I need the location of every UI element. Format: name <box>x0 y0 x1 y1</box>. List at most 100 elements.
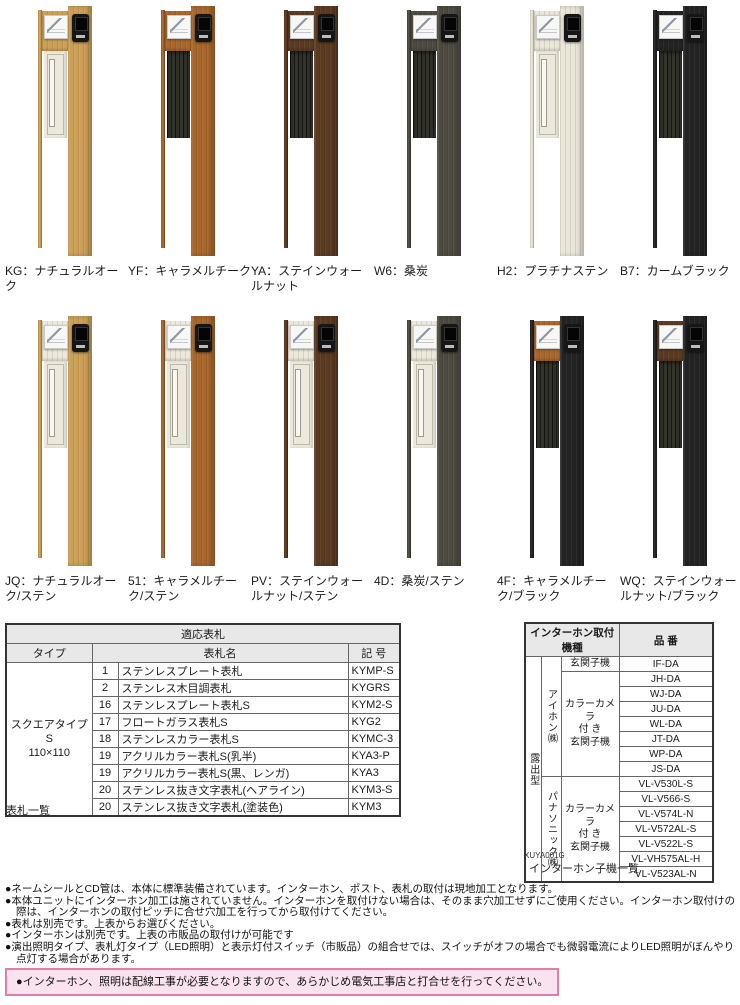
product-label: H2：プラチナステン <box>497 264 609 278</box>
cell-model: VL-V574L-N <box>618 806 714 822</box>
pillar-side-bar <box>407 10 411 248</box>
product-4F: 4F：キャラメルチーク/ブラック <box>497 314 620 603</box>
unit-kind-line: カラーカメラ <box>565 804 616 828</box>
nameplate-art <box>293 328 311 346</box>
product-row-2: JQ：ナチュラルオーク/ステン 51：キャラメルチーク/ステン PV：ステインウォー… <box>5 314 739 603</box>
product-label: 4F：キャラメルチーク/ブラック <box>497 574 607 603</box>
interphone-screen <box>321 17 334 31</box>
product-WQ: WQ：ステインウォールナット/ブラック <box>620 314 740 603</box>
post-door <box>536 361 559 448</box>
cell-no: 17 <box>91 713 119 731</box>
col-header-code: 記 号 <box>347 643 401 663</box>
cell-unit-kind: 玄関子機 <box>560 656 620 672</box>
pillar-side-bar <box>161 320 165 558</box>
product-photo <box>653 4 707 256</box>
product-photo <box>653 314 707 566</box>
cell-name: ステンレス抜き文字表札(塗装色) <box>117 798 349 817</box>
cell-no: 20 <box>91 781 119 799</box>
warning-text: ●インターホン、照明は配線工事が必要となりますので、あらかじめ電気工事店と打合せ… <box>16 976 549 988</box>
interphone-screen <box>198 17 211 31</box>
interphone-button <box>691 345 700 348</box>
interphone-icon <box>72 324 89 352</box>
nameplate <box>659 15 683 39</box>
product-W6: W6：桑炭 <box>374 4 497 293</box>
note-item: ●インターホンは別売です。上表の市販品の取付けが可能です <box>5 929 294 942</box>
product-photo <box>38 314 92 566</box>
cell-name: ステンレス抜き文字表札(ヘアライン) <box>117 781 349 799</box>
interphone-button <box>199 345 208 348</box>
product-label: YF：キャラメルチーク <box>128 264 251 278</box>
door-handle <box>418 369 424 437</box>
cell-no: 20 <box>91 798 119 817</box>
interphone-icon <box>318 14 335 42</box>
table-header-row: タイプ 表札名記 号 <box>5 643 401 663</box>
cell-code: KYA3-P <box>347 747 401 765</box>
cell-model: WJ-DA <box>618 686 714 702</box>
product-H2: H2：プラチナステン <box>497 4 620 293</box>
cell-code: KYMC-3 <box>347 730 401 748</box>
product-label: 4D：桑炭/ステン <box>374 574 465 588</box>
interphone-button <box>445 345 454 348</box>
table-row: 露出型 アイホン㈱ 玄関子機 IF-DA <box>524 656 714 883</box>
pillar-main <box>314 6 338 256</box>
product-photo <box>161 4 215 256</box>
table-row: スクエアタイプS 110×110 1 ステンレスプレート表札 KYMP-S <box>5 662 401 817</box>
post-door <box>167 51 190 138</box>
product-label: W6：桑炭 <box>374 264 429 278</box>
cell-name: ステンレス木目調表札 <box>117 679 349 697</box>
product-row-1: KG：ナチュラルオーク YF：キャラメルチーク YA：ステインウォールナット W6：桑… <box>5 4 739 293</box>
cell-model: VL-V523AL-N <box>618 866 714 883</box>
product-label: KG：ナチュラルオーク <box>5 264 119 293</box>
product-YF: YF：キャラメルチーク <box>128 4 251 293</box>
interphone-button <box>568 345 577 348</box>
notes-list: ●ネームシールとCD管は、本体に標準装備されています。インターホン、ポスト、表札… <box>5 883 738 965</box>
post-door <box>44 51 67 138</box>
nameplate-art <box>47 18 65 36</box>
cell-name: アクリルカラー表札S(黒、レンガ) <box>117 764 349 782</box>
col-header-type: タイプ <box>5 643 93 663</box>
post-door <box>413 361 436 448</box>
interphone-icon <box>687 14 704 42</box>
pillar-side-bar <box>530 320 534 558</box>
nameplate-art <box>662 328 680 346</box>
product-label: WQ：ステインウォールナット/ブラック <box>620 574 737 603</box>
interphone-screen <box>198 327 211 341</box>
nameplate-art <box>170 18 188 36</box>
pillar-side-bar <box>653 10 657 248</box>
pillar-side-bar <box>284 320 288 558</box>
interphone-screen <box>444 17 457 31</box>
interphone-button <box>322 35 331 38</box>
cell-no: 19 <box>91 747 119 765</box>
cell-model: VL-V530L-S <box>618 776 714 792</box>
product-PV: PV：ステインウォールナット/ステン <box>251 314 374 603</box>
table-row: VL-VH575AL-H <box>525 851 714 867</box>
cell-no: 16 <box>91 696 119 714</box>
product-photo <box>530 314 584 566</box>
nameplate <box>44 15 68 39</box>
table-row: パナソニック㈱ カラーカメラ付 き玄関子機 VL-V530L-S <box>525 776 714 883</box>
cell-model: VL-VH575AL-H <box>618 851 714 867</box>
pillar-main <box>437 6 461 256</box>
nameplate <box>413 15 437 39</box>
nameplate-art <box>416 18 434 36</box>
cell-code: KYMP-S <box>347 662 401 680</box>
unit-kind-line: カラーカメラ <box>565 699 616 723</box>
nameplate <box>413 325 437 349</box>
pillar-side-bar <box>38 10 42 248</box>
nameplate-table-caption: 表札一覧 <box>6 805 50 817</box>
interphone-button <box>199 35 208 38</box>
table-row: 18 ステンレスカラー表札S KYMC-3 <box>6 730 401 748</box>
nameplate-art <box>293 18 311 36</box>
nameplate <box>290 325 314 349</box>
product-photo <box>284 314 338 566</box>
drawing-code: XUYA001G <box>524 851 565 860</box>
door-frame <box>170 364 187 445</box>
interphone-table-caption: インターホン子機一覧 <box>529 863 639 875</box>
product-label: B7：カームブラック <box>620 264 730 278</box>
cell-type: スクエアタイプS 110×110 <box>5 662 93 817</box>
pillar-main <box>314 316 338 566</box>
product-51: 51：キャラメルチーク/ステン <box>128 314 251 603</box>
post-door <box>290 361 313 448</box>
nameplate <box>659 325 683 349</box>
door-handle <box>49 369 55 437</box>
